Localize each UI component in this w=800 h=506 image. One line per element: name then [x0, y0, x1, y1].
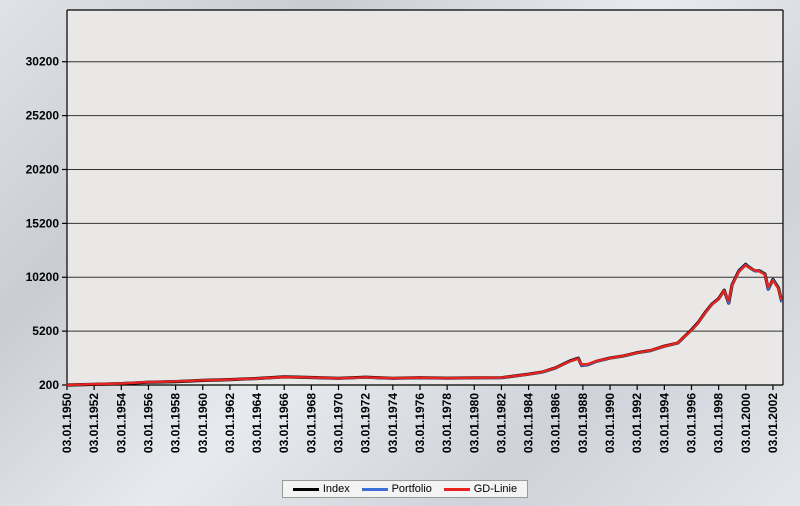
legend-label-index: Index [322, 483, 350, 495]
y-axis: 200 5200 10200 15200 20200 25200 30200 [26, 10, 68, 392]
xtick-label: 03.01.1986 [549, 393, 563, 453]
xtick-label: 03.01.1992 [630, 393, 644, 453]
xtick-label: 03.01.1988 [576, 393, 590, 453]
legend-label-portfolio: Portfolio [391, 483, 432, 495]
xtick-label: 03.01.1980 [467, 393, 481, 453]
xtick-label: 03.01.1990 [603, 393, 617, 453]
ytick-label: 200 [39, 378, 59, 392]
xtick-label: 03.01.1974 [386, 393, 400, 453]
ytick-label: 30200 [26, 55, 60, 69]
xtick-label: 03.01.1960 [196, 393, 210, 453]
xtick-label: 03.01.1950 [60, 393, 74, 453]
xtick-label: 03.01.1964 [250, 393, 264, 453]
xtick-label: 03.01.1998 [712, 393, 726, 453]
xtick-label: 03.01.1956 [141, 393, 155, 453]
ytick-label: 25200 [26, 109, 60, 123]
xtick-label: 03.01.1976 [413, 393, 427, 453]
grid [67, 61, 783, 332]
xtick-label: 03.01.1962 [223, 393, 237, 453]
legend-label-gd-linie: GD-Linie [473, 483, 518, 495]
xtick-label: 03.01.1972 [359, 393, 373, 453]
legend-item-gd-linie: GD-Linie [443, 483, 518, 495]
xtick-label: 03.01.1982 [494, 393, 508, 453]
xtick-label: 03.01.1968 [304, 393, 318, 453]
series-group [66, 262, 784, 387]
x-axis: 03.01.1950 03.01.1952 03.01.1954 03.01.1956… [60, 9, 784, 453]
xtick-label: 03.01.2000 [739, 393, 753, 453]
plot-area [67, 10, 783, 385]
xtick-label: 03.01.1966 [277, 393, 291, 453]
ytick-label: 20200 [26, 162, 60, 176]
ytick-label: 10200 [26, 270, 60, 284]
ytick-label: 15200 [26, 216, 60, 230]
xtick-label: 03.01.1994 [657, 393, 671, 453]
series-line-gd-linie [66, 264, 784, 387]
legend: Index Portfolio GD-Linie [282, 480, 528, 498]
legend-swatch-portfolio [361, 487, 388, 491]
legend-item-portfolio: Portfolio [361, 483, 432, 495]
xtick-label: 03.01.2002 [766, 393, 780, 453]
legend-swatch-index [292, 487, 319, 491]
xtick-label: 03.01.1958 [169, 393, 183, 453]
xtick-label: 03.01.1996 [684, 393, 698, 453]
ytick-label: 5200 [32, 324, 59, 338]
xtick-label: 03.01.1970 [332, 393, 346, 453]
xtick-label: 03.01.1952 [87, 393, 101, 453]
xtick-label: 03.01.1954 [114, 393, 128, 453]
xtick-label: 03.01.1984 [522, 393, 536, 453]
legend-item-index: Index [292, 483, 350, 495]
legend-swatch-gd-linie [443, 487, 470, 491]
xtick-label: 03.01.1978 [440, 393, 454, 453]
